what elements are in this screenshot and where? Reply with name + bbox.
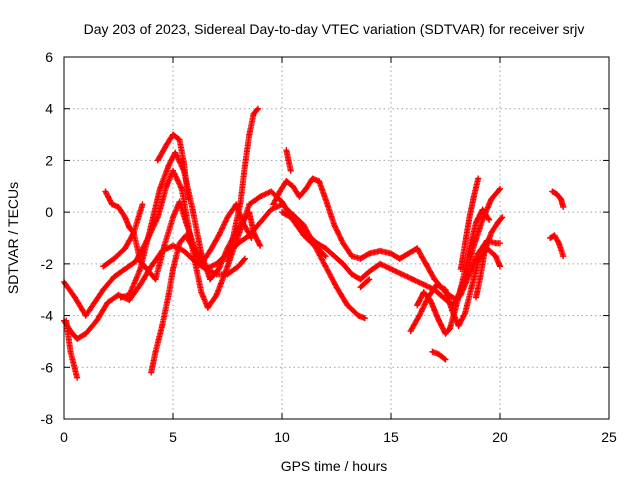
- series-markers: [473, 214, 506, 301]
- series-trace-h: [154, 131, 192, 203]
- y-tick-label: 2: [45, 152, 53, 168]
- series-trace-b: [61, 201, 368, 342]
- series-trace-r: [549, 188, 567, 210]
- x-axis-label: GPS time / hours: [281, 458, 388, 474]
- series-markers: [224, 105, 261, 265]
- series-markers: [429, 348, 449, 363]
- series-markers: [547, 232, 567, 260]
- x-tick-label: 15: [383, 429, 399, 445]
- y-tick-label: -8: [41, 411, 54, 427]
- x-tick-label: 25: [601, 429, 617, 445]
- x-tick-label: 10: [274, 429, 290, 445]
- series-trace-e: [100, 201, 146, 270]
- series-trace-q: [473, 214, 506, 301]
- data-points: [61, 105, 567, 381]
- y-tick-label: 4: [45, 101, 53, 117]
- series-trace-c: [63, 317, 81, 381]
- series-markers: [154, 131, 192, 203]
- y-tick-label: -2: [41, 256, 54, 272]
- series-trace-s: [547, 232, 567, 260]
- x-tick-label: 0: [60, 429, 68, 445]
- x-tick-label: 5: [169, 429, 177, 445]
- series-markers: [100, 201, 146, 270]
- x-tick-label: 20: [492, 429, 508, 445]
- series-trace-o: [429, 348, 449, 363]
- series-trace-i: [224, 105, 262, 265]
- series-markers: [549, 188, 567, 210]
- series-trace-p: [457, 175, 482, 273]
- y-tick-label: -6: [41, 359, 54, 375]
- series-markers: [283, 147, 294, 174]
- y-tick-label: -4: [41, 308, 54, 324]
- series-markers: [63, 317, 81, 381]
- y-tick-label: 0: [45, 204, 53, 220]
- axis-ticks: 0 5 10 15 20 25 -8 -6 -4 -2 0 2 4 6: [41, 49, 617, 445]
- series-trace-l: [357, 276, 373, 291]
- chart-title: Day 203 of 2023, Sidereal Day-to-day VTE…: [84, 21, 585, 37]
- series-trace-t: [283, 147, 294, 174]
- series-markers: [357, 276, 373, 291]
- y-tick-label: 6: [45, 49, 53, 65]
- y-axis-label: SDTVAR / TECUs: [5, 182, 21, 294]
- series-markers: [414, 206, 493, 337]
- series-markers: [457, 175, 482, 272]
- plot-frame: [63, 56, 610, 420]
- series-markers: [279, 209, 503, 309]
- series-trace-n: [414, 206, 493, 337]
